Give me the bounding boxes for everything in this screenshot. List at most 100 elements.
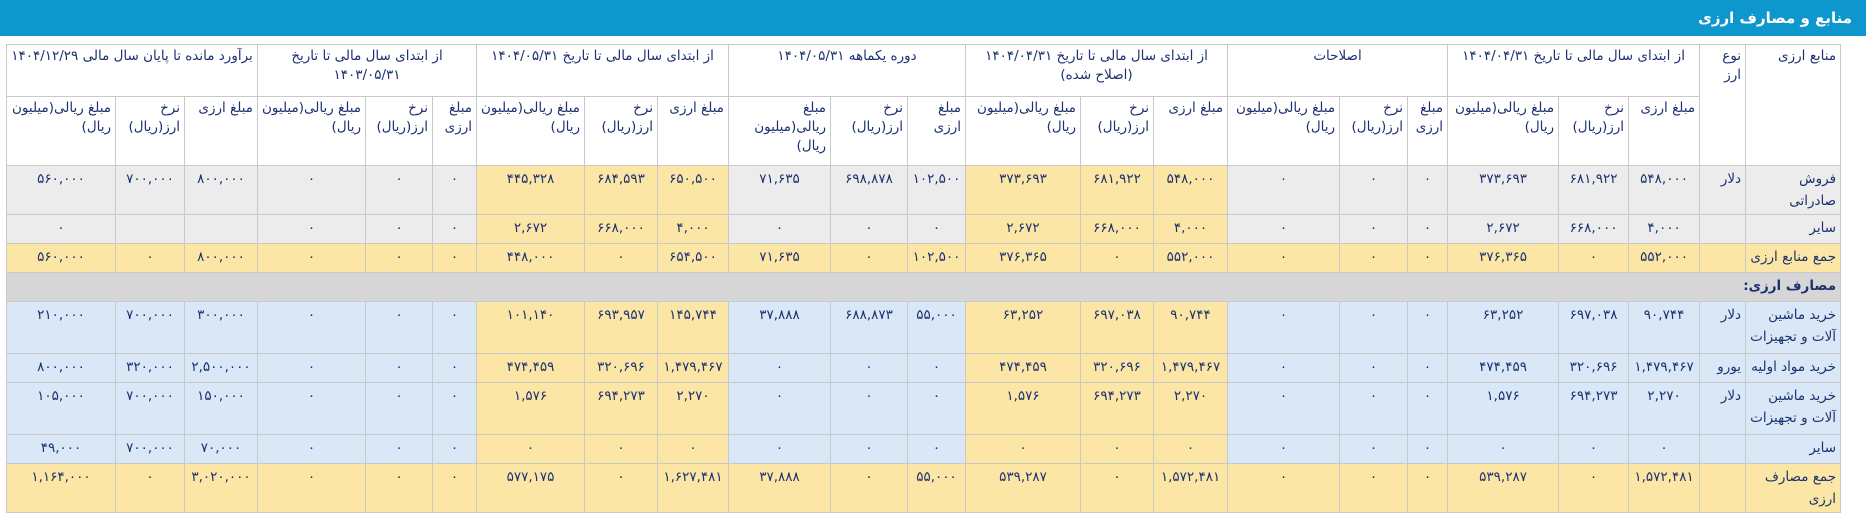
value-cell: ۰ bbox=[1339, 301, 1409, 354]
value-cell: ۳۷۶,۳۶۵ bbox=[965, 243, 1082, 273]
value-cell: ۰ bbox=[907, 382, 967, 435]
value-cell: ۷۰۰,۰۰۰ bbox=[115, 301, 186, 354]
header-cell: منابع ارزی bbox=[1745, 44, 1842, 166]
column-header: مبلغ ارزی bbox=[657, 96, 730, 166]
value-cell: ۰ bbox=[830, 434, 909, 464]
value-cell: ۰ bbox=[365, 434, 434, 464]
data-row: سایر ۴,۰۰۰ ۶۶۸,۰۰۰ ۲,۶۷۲ ۰ ۰ ۰ ۴,۰۰۰ ۶۶۸,۰۰۰ ۲,۶۷… bbox=[5, 214, 1842, 244]
data-row: سایر ۰ ۰ ۰ ۰ ۰ ۰ ۰ ۰ ۰ ۰ ۰ ۰ ۰ ۰ ۰ ۰ ۰ ۰ ۷۰,۰۰۰ ۷۰۰,۰۰۰ ۴۹,۰۰… bbox=[5, 434, 1842, 464]
total-row: جمع منابع ارزی ۵۵۲,۰۰۰ ۰ ۳۷۶,۳۶۵ ۰ ۰ ۰ ۵۵۲,۰۰۰ ۰… bbox=[5, 243, 1842, 273]
value-cell: ۰ bbox=[1558, 434, 1630, 464]
value-cell: ۰ bbox=[1447, 434, 1560, 464]
header-row: منابع ارزی نوع ارز از ابتدای سال مالی تا ت… bbox=[5, 44, 1842, 166]
currency-cell: یورو bbox=[1699, 353, 1747, 383]
value-cell: ۳۲۰,۰۰۰ bbox=[115, 353, 186, 383]
header-row: مبلغ ارزی نرخ ارز(ریال) مبلغ ریالی(میلیون … bbox=[5, 96, 1841, 166]
value-cell: ۶۶۸,۰۰۰ bbox=[1558, 214, 1630, 244]
value-cell: ۱۰۱,۱۴۰ bbox=[476, 301, 586, 354]
row-label: خرید ماشین آلات و تجهیزات bbox=[1745, 382, 1842, 435]
currency-cell: دلار bbox=[1699, 382, 1747, 435]
value-cell: ۴,۰۰۰ bbox=[1628, 214, 1701, 244]
value-cell: ۰ bbox=[1339, 353, 1409, 383]
column-header: مبلغ ریالی(میلیون ریال) bbox=[1227, 96, 1341, 166]
value-cell: ۰ bbox=[728, 382, 832, 435]
value-cell: ۷۰,۰۰۰ bbox=[184, 434, 259, 464]
value-cell: ۰ bbox=[1339, 165, 1409, 215]
value-cell: ۱۰۵,۰۰۰ bbox=[5, 382, 117, 435]
value-cell: ۰ bbox=[1339, 214, 1409, 244]
value-cell: ۰ bbox=[365, 382, 434, 435]
value-cell: ۰ bbox=[1407, 382, 1449, 435]
group-header: اصلاحات bbox=[1227, 44, 1449, 97]
column-header: مبلغ ارزی bbox=[1407, 96, 1449, 166]
value-cell: ۰ bbox=[257, 243, 367, 273]
value-cell: ۳۲۰,۶۹۶ bbox=[1558, 353, 1630, 383]
value-cell: ۰ bbox=[257, 301, 367, 354]
value-cell: ۴۹,۰۰۰ bbox=[5, 434, 117, 464]
value-cell: ۵۳۹,۲۸۷ bbox=[965, 463, 1082, 513]
value-cell: ۶۹۴,۲۷۳ bbox=[584, 382, 659, 435]
value-cell: ۶۵۰,۵۰۰ bbox=[657, 165, 730, 215]
currency-cell: دلار bbox=[1699, 301, 1747, 354]
data-row: خرید مواد اولیه یورو ۱,۴۷۹,۴۶۷ ۳۲۰,۶۹۶ ۴۷۴,۴… bbox=[5, 353, 1842, 383]
value-cell: ۰ bbox=[1227, 353, 1341, 383]
value-cell: ۰ bbox=[432, 434, 478, 464]
value-cell: ۴,۰۰۰ bbox=[657, 214, 730, 244]
value-cell: ۰ bbox=[1080, 463, 1155, 513]
value-cell: ۴,۰۰۰ bbox=[1153, 214, 1229, 244]
value-cell: ۱۰۲,۵۰۰ bbox=[907, 165, 967, 215]
value-cell: ۰ bbox=[1407, 214, 1449, 244]
value-cell: ۶۳,۲۵۲ bbox=[965, 301, 1082, 354]
value-cell: ۰ bbox=[728, 434, 832, 464]
total-row: جمع مصارف ارزی ۱,۵۷۲,۴۸۱ ۰ ۵۳۹,۲۸۷ ۰ ۰ ۰ ۱,۵۷۲,… bbox=[5, 463, 1842, 513]
value-cell: ۸۰۰,۰۰۰ bbox=[5, 353, 117, 383]
group-header: از ابتدای سال مالی تا تاریخ ۱۴۰۳/۰۵/۳۱ bbox=[257, 44, 478, 97]
column-header: نرخ ارز(ریال) bbox=[115, 96, 186, 166]
value-cell: ۰ bbox=[432, 382, 478, 435]
value-cell: ۵۴۸,۰۰۰ bbox=[1153, 165, 1229, 215]
data-row: خرید ماشین آلات و تجهیزات دلار ۲,۲۷۰ ۶۹۴,۲۷… bbox=[5, 382, 1842, 435]
section-row: مصارف ارزی: bbox=[5, 272, 1842, 302]
value-cell: ۲,۲۷۰ bbox=[1153, 382, 1229, 435]
value-cell: ۰ bbox=[432, 463, 478, 513]
value-cell: ۶۶۸,۰۰۰ bbox=[1080, 214, 1155, 244]
value-cell: ۰ bbox=[257, 434, 367, 464]
value-cell: ۰ bbox=[1339, 243, 1409, 273]
value-cell: ۷۱,۶۳۵ bbox=[728, 243, 832, 273]
value-cell: ۰ bbox=[728, 214, 832, 244]
value-cell: ۶۹۴,۲۷۳ bbox=[1080, 382, 1155, 435]
row-label: خرید مواد اولیه bbox=[1745, 353, 1842, 383]
value-cell: ۸۰۰,۰۰۰ bbox=[184, 243, 259, 273]
column-header: مبلغ ارزی bbox=[184, 96, 259, 166]
value-cell: ۱,۴۷۹,۴۶۷ bbox=[657, 353, 730, 383]
value-cell: ۰ bbox=[1227, 434, 1341, 464]
value-cell: ۴۴۵,۳۲۸ bbox=[476, 165, 586, 215]
value-cell: ۰ bbox=[1558, 243, 1630, 273]
value-cell: ۲,۲۷۰ bbox=[657, 382, 730, 435]
sources-uses-table: منابع ارزی نوع ارز از ابتدای سال مالی تا ت… bbox=[5, 44, 1842, 513]
value-cell: ۶۸۱,۹۲۲ bbox=[1080, 165, 1155, 215]
value-cell: ۰ bbox=[1339, 463, 1409, 513]
value-cell: ۰ bbox=[1227, 214, 1341, 244]
value-cell: ۶۶۸,۰۰۰ bbox=[584, 214, 659, 244]
value-cell: ۲,۶۷۲ bbox=[1447, 214, 1560, 244]
value-cell: ۰ bbox=[1080, 434, 1155, 464]
value-cell: ۰ bbox=[830, 243, 909, 273]
column-header: مبلغ ارزی bbox=[432, 96, 478, 166]
value-cell: ۵۵,۰۰۰ bbox=[907, 463, 967, 513]
value-cell: ۰ bbox=[1407, 434, 1449, 464]
value-cell: ۱,۵۷۲,۴۸۱ bbox=[1628, 463, 1701, 513]
value-cell: ۱,۴۷۹,۴۶۷ bbox=[1153, 353, 1229, 383]
currency-cell bbox=[1699, 243, 1747, 273]
value-cell: ۰ bbox=[1080, 243, 1155, 273]
value-cell: ۱,۵۷۶ bbox=[476, 382, 586, 435]
value-cell: ۷۰۰,۰۰۰ bbox=[115, 434, 186, 464]
value-cell: ۶۸۸,۸۷۳ bbox=[830, 301, 909, 354]
value-cell: ۳۷۳,۶۹۳ bbox=[965, 165, 1082, 215]
value-cell: ۰ bbox=[907, 353, 967, 383]
column-header: مبلغ ارزی bbox=[907, 96, 967, 166]
value-cell: ۰ bbox=[115, 243, 186, 273]
value-cell: ۳۰۰,۰۰۰ bbox=[184, 301, 259, 354]
value-cell: ۱۵۰,۰۰۰ bbox=[184, 382, 259, 435]
value-cell: ۳۲۰,۶۹۶ bbox=[584, 353, 659, 383]
